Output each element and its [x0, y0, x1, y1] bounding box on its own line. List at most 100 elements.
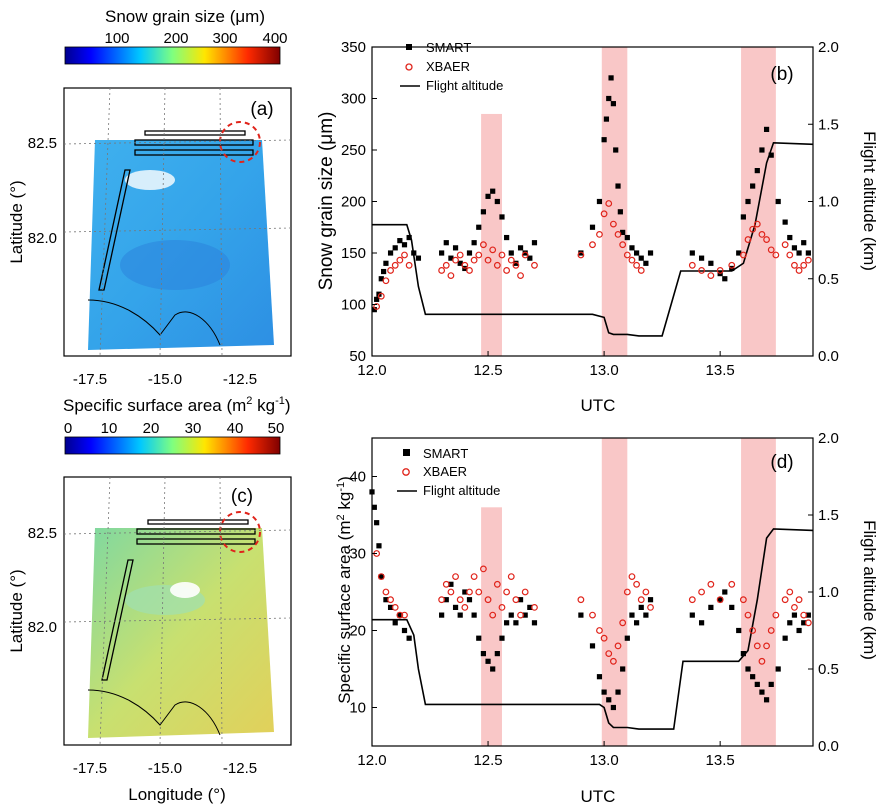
chart-b-xbaer-point-25	[517, 272, 524, 280]
chart-b-smart-point-11	[411, 250, 417, 256]
chart-d-smart-point-35	[601, 689, 607, 695]
chart-d-ytick-label-3: 40	[349, 469, 366, 486]
chart-d-xbaer-point-23	[512, 596, 520, 604]
chart-d-smart-point-31	[531, 620, 538, 626]
chart-d-xbaer-point-29	[596, 627, 603, 634]
chart-d-smart-point-63	[791, 612, 798, 618]
chart-d-smart-point-24	[499, 635, 505, 641]
chart-b-smart-point-36	[596, 198, 603, 205]
chart-d-xbaer-point-57	[795, 596, 803, 604]
chart-b-xbaer-point-48	[753, 220, 761, 228]
chart-b-xbaer-point-32	[605, 200, 613, 207]
map-c-lon-tick-1: -17.5	[73, 760, 107, 777]
chart-b-smart-point-28	[508, 250, 514, 256]
chart-b-smart-point-44	[617, 209, 623, 215]
chart-b-smart-point-5	[383, 260, 389, 266]
chart-d-smart-point-26	[508, 612, 514, 618]
chart-b-xbaer-points	[373, 200, 812, 310]
colorbar-c	[64, 436, 281, 455]
chart-b-xbaer-point-24	[512, 261, 520, 269]
map-a-lon-tick-2: -15.0	[148, 371, 182, 388]
colorbar-a	[64, 46, 281, 65]
chart-b-smart-point-65	[768, 152, 774, 158]
chart-d-xbaer-point-26	[531, 604, 538, 611]
chart-d-xbaer-point-31	[605, 650, 613, 657]
chart-b-smart-point-37	[601, 137, 607, 143]
chart-b-legend: SMART XBAER Flight altitude	[400, 40, 503, 93]
chart-d-smart-point-47	[698, 620, 705, 626]
chart-d-smart-point-40	[624, 635, 630, 641]
chart-b-xbaer-point-49	[758, 230, 766, 238]
map-c-snow-field	[88, 528, 274, 738]
chart-b-xtick-label-3: 13.5	[706, 362, 735, 379]
chart-d-shaded-ranges	[481, 438, 776, 746]
chart-d-smart-point-66	[805, 612, 811, 618]
chart-d-y2tick-label-2: 1.0	[818, 584, 839, 601]
colorbar-a-tick-400: 400	[262, 30, 287, 47]
chart-d-xbaer-point-10	[452, 573, 459, 580]
chart-b-smart-point-40	[608, 75, 614, 81]
chart-b-smart-point-54	[708, 260, 714, 266]
chart-d-smart-point-42	[634, 620, 640, 626]
chart-b-xbaer-point-54	[786, 251, 794, 259]
chart-d-smart-point-33	[589, 643, 596, 649]
chart-d-smart-point-15	[457, 612, 463, 618]
chart-b-y2tick-label-3: 1.5	[818, 116, 839, 133]
chart-d-ytick-label-0: 10	[349, 700, 366, 717]
chart-b-shade-0	[481, 113, 502, 356]
chart-d-smart-point-28	[517, 597, 524, 603]
chart-d-smart-point-7	[392, 620, 398, 626]
chart-d-xbaer-point-47	[744, 611, 752, 619]
chart-b-xbaer-point-13	[461, 261, 469, 269]
chart-d-xbaer-point-5	[396, 611, 404, 619]
chart-d-smart-point-27	[513, 620, 519, 626]
chart-d-xbaer-point-37	[633, 580, 640, 588]
map-a-highlight	[219, 121, 261, 163]
chart-b-smart-point-26	[499, 214, 505, 220]
chart-d-xbaer-point-36	[628, 573, 636, 580]
chart-d-xbaer-point-46	[739, 596, 747, 604]
chart-b-smart-point-25	[494, 198, 500, 205]
chart-b-xbaer-point-4	[391, 261, 399, 269]
chart-d-smart-point-44	[643, 612, 649, 618]
colorbar-a-title: Snow grain size (μm)	[105, 7, 265, 26]
chart-d-y2tick-label-1: 0.5	[818, 661, 839, 678]
chart-b-xtick-label-2: 13.0	[590, 362, 619, 379]
chart-b-smart-point-1	[374, 296, 380, 302]
chart-d-smart-point-22	[490, 666, 496, 672]
chart-d-xbaer-point-30	[600, 634, 608, 642]
map-c: Specific surface area (m2 kg-1) 0 10 20 …	[7, 395, 292, 804]
chart-d-xbaer-point-18	[489, 611, 497, 619]
chart-b-xbaer-point-27	[531, 261, 538, 269]
chart-d-smart-point-65	[801, 620, 807, 626]
chart-b-xlabel: UTC	[581, 396, 616, 415]
chart-b-smart-point-39	[606, 95, 612, 102]
chart-d-smart-point-8	[397, 612, 403, 618]
chart-d-y2tick-label-4: 2.0	[818, 430, 839, 447]
chart-d-xbaer-point-7	[438, 596, 446, 604]
chart-d: 12.0 12.5 13.0 13.5102030400.00.51.01.52.0 …	[335, 430, 878, 806]
chart-d-smart-point-50	[722, 589, 728, 595]
chart-b-xbaer-point-47	[749, 225, 757, 233]
map-c-xlabel: Longitude (°)	[128, 785, 226, 804]
chart-b-xbaer-point-36	[623, 251, 631, 259]
chart-b-smart-point-71	[801, 240, 807, 246]
chart-b-smart-point-59	[740, 214, 746, 220]
chart-b-xbaer-point-56	[795, 267, 803, 274]
chart-d-smart-point-58	[763, 697, 770, 703]
chart-b-smart-point-72	[805, 250, 811, 256]
chart-d-xbaer-point-34	[619, 619, 627, 627]
chart-b-xbaer-point-28	[577, 251, 585, 259]
chart-b-xbaer-point-16	[475, 251, 483, 259]
chart-b-xbaer-point-55	[791, 261, 798, 269]
chart-d-smart-point-37	[610, 704, 616, 711]
chart-b-xbaer-point-33	[609, 220, 617, 228]
chart-d-xbaer-point-28	[589, 611, 596, 619]
chart-b-smart-point-46	[624, 234, 630, 241]
chart-b-smart-point-14	[443, 240, 449, 246]
chart-b-smart-point-4	[381, 268, 387, 275]
chart-b-xbaer-point-12	[456, 251, 464, 259]
chart-b-smart-point-42	[613, 147, 619, 153]
map-c-lat-tick-82-5: 82.5	[28, 525, 57, 542]
chart-b-xbaer-point-45	[739, 251, 747, 259]
